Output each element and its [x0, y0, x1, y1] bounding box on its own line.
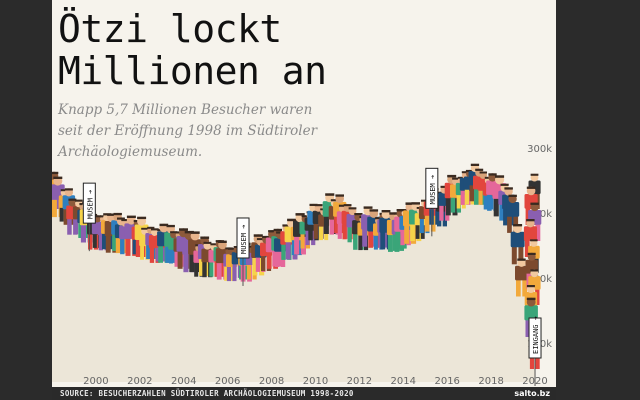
- chart-plot: 150k200k250k300k200020022004200620082010…: [52, 144, 552, 387]
- direction-sign: MUSEM ➔: [425, 167, 439, 237]
- x-tick-label: 2002: [127, 376, 152, 387]
- direction-sign: MUSEM ➔: [82, 182, 96, 252]
- x-tick-label: 2018: [478, 376, 503, 387]
- chart-title: Ötzi lockt Millionen an: [58, 7, 327, 93]
- x-tick-label: 2016: [434, 376, 459, 387]
- sign-label: MUSEM ➔: [86, 190, 94, 220]
- y-tick-label: 300k: [527, 144, 552, 155]
- brand-logo[interactable]: salto.bz: [514, 389, 550, 398]
- sign-label: MUSEM ➔: [240, 224, 248, 254]
- person-figure: [515, 258, 528, 297]
- x-tick-label: 2000: [83, 376, 108, 387]
- x-tick-label: 2010: [303, 376, 328, 387]
- chart-stage: 150k200k250k300k200020022004200620082010…: [52, 0, 556, 400]
- x-tick-label: 2012: [347, 376, 372, 387]
- source-bar: SOURCE: BESUCHERZAHLEN SÜDTIROLER ARCHÄO…: [52, 387, 556, 400]
- data-area: [52, 180, 536, 382]
- sign-label: MUSEM ➔: [429, 175, 437, 205]
- x-tick-label: 2014: [391, 376, 416, 387]
- x-tick-label: 2008: [259, 376, 284, 387]
- sign-label: EINGANG ➔: [532, 316, 540, 354]
- chart-subtitle: Knapp 5,7 Millionen Besucher waren seit …: [58, 102, 318, 160]
- source-note: SOURCE: BESUCHERZAHLEN SÜDTIROLER ARCHÄO…: [60, 389, 354, 398]
- x-tick-label: 2004: [171, 376, 196, 387]
- direction-sign: MUSEM ➔: [236, 217, 250, 286]
- person-figure: [510, 224, 525, 265]
- x-tick-label: 2006: [215, 376, 240, 387]
- direction-sign: EINGANG ➔: [528, 316, 542, 386]
